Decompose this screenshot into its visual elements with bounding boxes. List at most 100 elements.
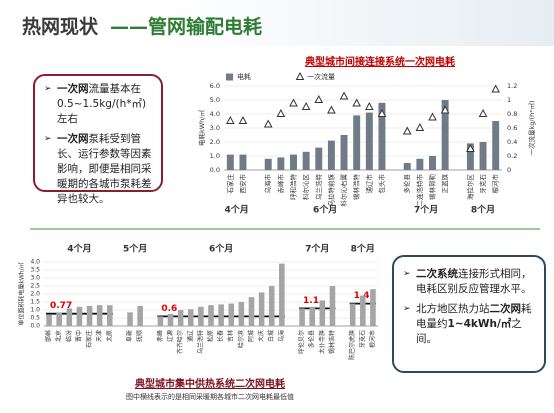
x-tick-label: 根河市 bbox=[491, 174, 500, 194]
bar bbox=[107, 305, 113, 326]
bar bbox=[218, 304, 224, 326]
x-tick-label: 太原 bbox=[105, 330, 113, 342]
x-tick-label: 呼伦贝尔 bbox=[298, 330, 306, 354]
y2-tick-label: 0.4 bbox=[507, 138, 517, 146]
x-tick-label: 赤峰市 bbox=[276, 174, 285, 194]
x-tick-label: 松原 bbox=[207, 330, 215, 342]
y2-tick-label: 1 bbox=[507, 96, 511, 104]
x-tick-label: 牙克石 bbox=[479, 174, 487, 194]
bar bbox=[137, 306, 143, 326]
x-tick-label: 阜新 bbox=[126, 330, 134, 342]
bar bbox=[353, 115, 361, 170]
bar bbox=[96, 305, 103, 326]
bar bbox=[416, 158, 424, 170]
bullet: 一次网泵耗受到管长、运行参数等因素影响，即便是相同采暖期的各城市泵耗差异也较大。 bbox=[44, 132, 153, 207]
bullet: 北方地区热力站二次网耗电量约1~4kWh/㎡之间。 bbox=[403, 302, 536, 347]
y-tick-label: 0.0 bbox=[210, 166, 220, 174]
x-tick-label: 乌拉特前旗 bbox=[326, 174, 335, 207]
x-tick-label: 多伦县 bbox=[402, 174, 411, 194]
bullet: 一次网流量基本在0.5~1.5kg/(h*㎡)左右 bbox=[44, 82, 153, 127]
group-label: 4个月 bbox=[67, 243, 91, 255]
x-tick-label: 乌兰浩特 bbox=[196, 330, 204, 354]
group-label: 8个月 bbox=[351, 243, 375, 255]
bar bbox=[127, 312, 133, 326]
triangle-marker bbox=[339, 91, 349, 100]
bar bbox=[349, 303, 356, 326]
bar bbox=[315, 147, 323, 170]
y-tick-label: 4.0 bbox=[210, 110, 220, 118]
y-tick-label: 1.0 bbox=[30, 307, 40, 314]
x-tick-label: 西安市 bbox=[238, 173, 247, 193]
text: 二次网 bbox=[489, 303, 522, 315]
triangle-marker bbox=[289, 98, 298, 107]
x-tick-label: 陈巴尔虎旗 bbox=[348, 330, 356, 360]
text: 流量基本在0.5~1.5kg/(h*㎡)左右 bbox=[57, 83, 147, 125]
bar bbox=[327, 140, 335, 170]
x-tick-label: 通辽 bbox=[186, 330, 194, 342]
triangle-marker bbox=[440, 105, 450, 114]
x-tick-label: 锡林浩特 bbox=[352, 174, 361, 201]
bar bbox=[290, 154, 297, 170]
bar bbox=[299, 308, 305, 326]
x-tick-label: 呼和浩特 bbox=[289, 174, 298, 201]
x-tick-label: 吉林 bbox=[227, 330, 235, 342]
group-label: 6个月 bbox=[313, 204, 337, 216]
group-label: 7个月 bbox=[305, 243, 329, 255]
triangle-marker bbox=[276, 108, 286, 117]
x-tick-label: 白城 bbox=[267, 330, 275, 342]
triangle-marker bbox=[263, 119, 273, 128]
subtitle: ——管网输配电耗 bbox=[110, 16, 263, 38]
bar bbox=[239, 154, 247, 170]
x-tick-label: 长春 bbox=[217, 330, 225, 342]
text: 1~4kWh/㎡ bbox=[447, 318, 512, 330]
bar bbox=[277, 157, 285, 170]
bar bbox=[167, 314, 174, 326]
x-tick-label: 晋中 bbox=[75, 330, 83, 342]
group-label: 4个月 bbox=[225, 204, 249, 216]
bar bbox=[76, 306, 83, 326]
min-label: 0.6 bbox=[161, 304, 177, 314]
text: 连接形式相同，电耗区别反应管理水平。 bbox=[416, 268, 532, 295]
y-tick-label: 0.5 bbox=[30, 315, 40, 322]
x-tick-label: 乌海市 bbox=[263, 174, 272, 194]
bar bbox=[340, 135, 348, 170]
x-tick-label: 多伦县 bbox=[308, 330, 316, 348]
bar bbox=[66, 308, 73, 326]
x-tick-label: 辽源 bbox=[166, 330, 174, 342]
x-tick-label: 赤峰 bbox=[156, 330, 164, 342]
x-tick-label: 二连浩特市 bbox=[415, 174, 424, 207]
bar bbox=[264, 158, 272, 170]
x-tick-label: 大庆 bbox=[257, 330, 265, 342]
min-label: 1.1 bbox=[303, 296, 319, 306]
x-tick-label: 科尔沁区 bbox=[301, 174, 310, 201]
y-tick-label: 4.0 bbox=[30, 259, 40, 266]
y-tick-label: 3.0 bbox=[210, 124, 220, 132]
group-label: 5个月 bbox=[123, 243, 147, 255]
left-box: 一次网流量基本在0.5~1.5kg/(h*㎡)左右一次网泵耗受到管长、运行参数等… bbox=[33, 74, 163, 205]
legend-marker bbox=[226, 73, 233, 81]
bar bbox=[56, 312, 62, 326]
x-tick-label: 包头市 bbox=[377, 174, 386, 194]
legend-marker bbox=[295, 71, 305, 80]
x-tick-label: 临汾 bbox=[65, 330, 73, 342]
x-tick-label: 天津 bbox=[96, 330, 103, 342]
bar bbox=[378, 102, 386, 170]
group-label: 8个月 bbox=[471, 204, 495, 216]
triangle-marker bbox=[364, 101, 374, 110]
text: 北方地区热力站 bbox=[416, 303, 490, 315]
y2-tick-label: 0.6 bbox=[507, 124, 517, 132]
legend-label: 一次流量 bbox=[307, 72, 335, 81]
y2-tick-label: 0 bbox=[507, 166, 511, 174]
bar bbox=[248, 297, 255, 326]
y-tick-label: 6.0 bbox=[210, 82, 220, 90]
bar bbox=[157, 316, 164, 326]
text: 一次网 bbox=[57, 133, 89, 145]
bar bbox=[360, 295, 366, 326]
bar bbox=[208, 305, 214, 326]
bar bbox=[268, 286, 275, 326]
triangle-marker bbox=[466, 143, 475, 152]
triangle-marker bbox=[327, 105, 336, 114]
y-tick-label: 5.0 bbox=[210, 96, 220, 104]
text: 一次网 bbox=[57, 83, 89, 95]
